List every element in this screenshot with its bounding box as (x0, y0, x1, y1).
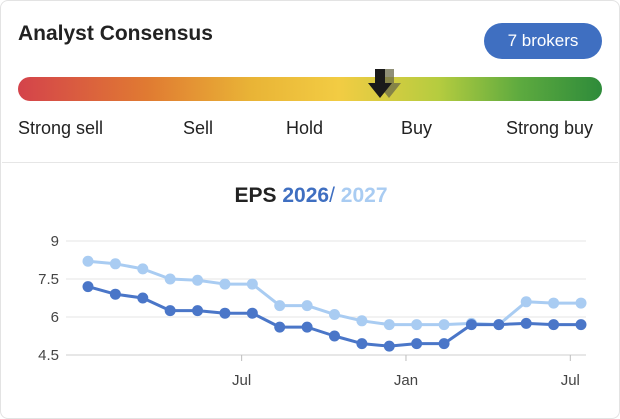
y-tick-label: 4.5 (38, 347, 59, 364)
legend-year-2027[interactable]: 2027 (340, 184, 388, 207)
eps-line-chart: 9 7.5 6 4.5 Jul Jan Jul (38, 233, 587, 389)
section-divider (2, 162, 618, 163)
data-point-2027 (109, 258, 121, 270)
down-arrow-icon (368, 69, 402, 98)
x-tick-label: Jul (232, 372, 251, 389)
data-point-2026 (329, 330, 340, 342)
data-point-2027 (164, 273, 176, 285)
y-tick-label: 9 (51, 233, 59, 250)
rating-label-strong-sell: Strong sell (18, 118, 104, 138)
data-point-2026 (82, 281, 94, 293)
data-point-2027 (548, 297, 560, 309)
data-point-2027 (274, 300, 286, 312)
rating-label-buy: Buy (401, 118, 433, 138)
data-point-2027 (219, 278, 231, 290)
data-point-2026 (548, 319, 560, 331)
rating-label-strong-buy: Strong buy (506, 118, 594, 138)
x-tick-label: Jan (394, 372, 418, 389)
data-point-2027 (301, 300, 313, 312)
data-point-2027 (246, 278, 258, 290)
data-point-2026 (301, 321, 313, 333)
data-point-2026 (465, 319, 477, 331)
data-point-2027 (411, 319, 423, 331)
data-point-2026 (109, 288, 121, 300)
rating-label-hold: Hold (286, 118, 324, 138)
data-point-2027 (520, 296, 532, 308)
y-tick-label: 7.5 (38, 271, 59, 288)
card-title: Analyst Consensus (18, 22, 213, 45)
data-point-2026 (356, 338, 368, 350)
data-point-2026 (493, 319, 505, 331)
legend-separator: / (329, 184, 335, 207)
brokers-count-button[interactable]: 7 brokers (484, 23, 602, 59)
data-point-2027 (575, 297, 587, 309)
legend-year-2026[interactable]: 2026 (282, 184, 330, 207)
data-point-2027 (82, 255, 94, 267)
data-point-2027 (137, 263, 149, 275)
data-point-2026 (520, 317, 532, 329)
rating-label-sell: Sell (183, 118, 214, 138)
data-point-2026 (411, 338, 423, 350)
data-point-2027 (356, 315, 368, 327)
data-point-2026 (164, 305, 176, 317)
data-point-2027 (192, 274, 204, 286)
consensus-gauge-bar (18, 77, 602, 101)
data-point-2027 (438, 319, 450, 331)
data-point-2026 (219, 307, 231, 319)
data-point-2026 (137, 292, 149, 304)
data-point-2026 (438, 338, 450, 350)
data-point-2026 (383, 340, 395, 352)
data-point-2026 (575, 319, 587, 331)
data-point-2027 (383, 319, 395, 331)
data-point-2026 (192, 305, 204, 317)
data-point-2026 (246, 307, 258, 319)
x-tick-label: Jul (561, 372, 580, 389)
eps-chart-title: EPS 2026/ 2027 (1, 184, 620, 208)
eps-label: EPS (234, 184, 277, 207)
data-point-2027 (329, 308, 340, 320)
y-tick-label: 6 (51, 309, 59, 326)
data-point-2026 (274, 321, 286, 333)
